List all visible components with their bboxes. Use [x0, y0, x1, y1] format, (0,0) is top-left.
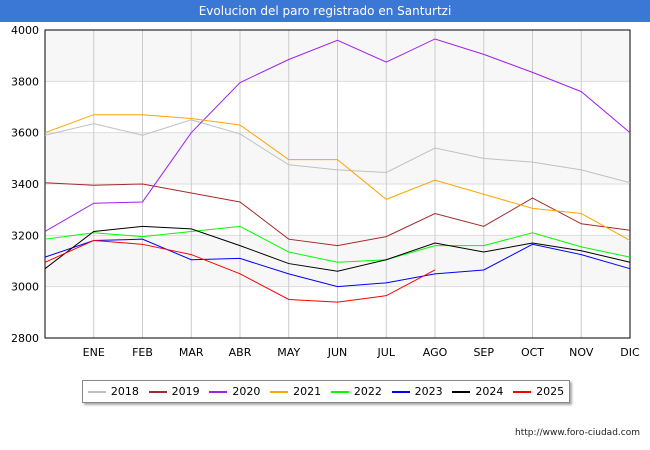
legend-label: 2025	[536, 385, 565, 398]
x-tick-label: JUL	[377, 346, 396, 359]
legend-swatch	[270, 390, 289, 393]
legend-item-2024: 2024	[452, 385, 503, 398]
x-tick-label: ABR	[229, 346, 252, 359]
legend-item-2021: 2021	[270, 385, 321, 398]
series-line-2025	[44, 239, 436, 303]
legend: 2018 2019 2020 2021 2022 2023 2024 2025	[82, 380, 570, 403]
series-line-2021	[44, 114, 631, 241]
y-tick-label: 3400	[11, 178, 39, 191]
x-tick-label: SEP	[473, 346, 494, 359]
legend-swatch	[87, 390, 106, 393]
y-tick-label: 3200	[11, 229, 39, 242]
legend-swatch	[148, 390, 167, 393]
legend-item-2023: 2023	[391, 385, 443, 398]
legend-swatch	[209, 390, 228, 393]
legend-label: 2018	[110, 385, 139, 398]
x-tick-label: DIC	[620, 346, 640, 359]
legend-item-2020: 2020	[209, 385, 260, 398]
series-line-2018	[44, 119, 631, 184]
legend-label: 2020	[232, 385, 261, 398]
plot-frame	[44, 29, 631, 339]
series-line-2023	[44, 238, 631, 288]
x-tick-label: MAY	[277, 346, 300, 359]
y-tick-label: 3600	[11, 127, 39, 140]
y-tick-label: 2800	[11, 332, 39, 345]
legend-label: 2021	[293, 385, 322, 398]
legend-label: 2023	[414, 385, 443, 398]
x-tick-label: JUN	[327, 346, 348, 359]
legend-item-2022: 2022	[330, 385, 382, 398]
legend-item-2019: 2019	[148, 385, 200, 398]
series-line-2024	[44, 225, 631, 272]
series-line-2019	[44, 182, 631, 247]
series-line-2022	[44, 225, 631, 263]
y-tick-label: 3800	[11, 75, 39, 88]
chart-title: Evolucion del paro registrado en Santurt…	[0, 0, 650, 22]
x-tick-label: MAR	[179, 346, 204, 359]
legend-label: 2022	[353, 385, 382, 398]
x-tick-label: OCT	[521, 346, 544, 359]
legend-swatch	[513, 390, 532, 393]
footer-url[interactable]: http://www.foro-ciudad.com	[515, 428, 640, 438]
x-tick-label: FEB	[132, 346, 153, 359]
x-tick-label: ENE	[83, 346, 105, 359]
y-tick-label: 4000	[11, 24, 39, 37]
x-tick-label: AGO	[423, 346, 448, 359]
legend-label: 2024	[475, 385, 504, 398]
legend-swatch	[452, 390, 471, 393]
legend-swatch	[330, 390, 349, 393]
legend-item-2018: 2018	[87, 385, 139, 398]
legend-item-2025: 2025	[513, 385, 564, 398]
y-tick-label: 3000	[11, 281, 39, 294]
legend-swatch	[391, 390, 410, 393]
series-line-2020	[44, 38, 631, 232]
legend-label: 2019	[171, 385, 200, 398]
x-tick-label: NOV	[569, 346, 594, 359]
